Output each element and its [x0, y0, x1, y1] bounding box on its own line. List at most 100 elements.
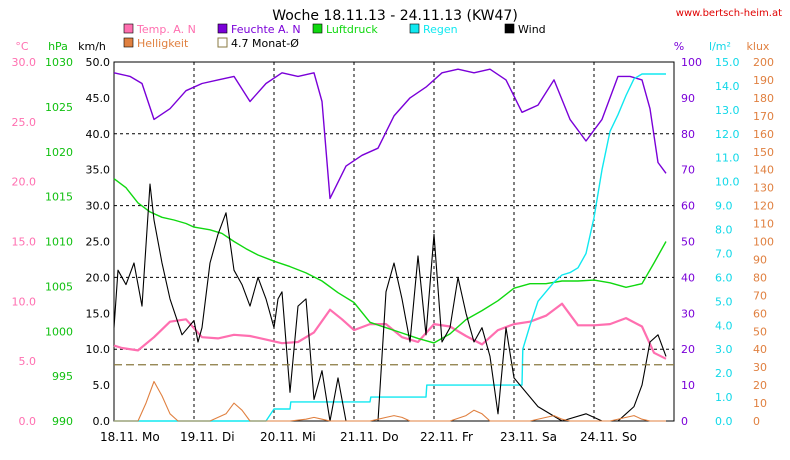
x-axis-labels: 18.11. Mo 19.11. Di 20.11. Mi 21.11. Do 22.1… — [100, 430, 637, 444]
humidity-tick-label: 0 — [681, 415, 688, 428]
wind-tick-label: 35.0 — [86, 164, 111, 177]
wind-tick-label: 0.0 — [93, 415, 111, 428]
x-tick-label: 19.11. Di — [180, 430, 235, 444]
rain-tick-label: 8.0 — [715, 224, 733, 237]
wind-tick-label: 30.0 — [86, 200, 111, 213]
pressure-tick-label: 1010 — [45, 236, 73, 249]
brightness-unit-label: klux — [747, 40, 770, 53]
series-luftdruck — [113, 178, 667, 344]
series-temp-a-n — [113, 302, 667, 360]
temp-tick-label: 0.0 — [19, 415, 37, 428]
x-tick-label: 23.11. Sa — [500, 430, 557, 444]
wind-tick-label: 25.0 — [86, 236, 111, 249]
legend-swatch — [217, 37, 228, 48]
brightness-tick-label: 170 — [753, 110, 774, 123]
humidity-tick-label: 90 — [681, 92, 695, 105]
temp-tick-label: 5.0 — [19, 355, 37, 368]
rain-tick-label: 15.0 — [715, 56, 740, 69]
pressure-tick-label: 1015 — [45, 191, 73, 204]
axis-unit-labels: °C hPa km/h% l/m² klux — [15, 40, 770, 53]
legend-label: Luftdruck — [326, 23, 378, 36]
brightness-tick-label: 90 — [753, 253, 767, 266]
temp-tick-label: 30.0 — [12, 56, 37, 69]
right-axes: 01020304050607080901000.01.02.03.04.05.0… — [681, 56, 774, 428]
brightness-tick-label: 70 — [753, 289, 767, 302]
legend-item-feuchte-a-n: Feuchte A. N — [217, 23, 301, 36]
x-tick-label: 20.11. Mi — [260, 430, 316, 444]
rain-tick-label: 13.0 — [715, 104, 740, 117]
brightness-tick-label: 30 — [753, 361, 767, 374]
plot-area — [113, 61, 675, 422]
brightness-tick-label: 200 — [753, 56, 774, 69]
wind-tick-label: 45.0 — [86, 92, 111, 105]
x-tick-label: 22.11. Fr — [420, 430, 473, 444]
source-url-link[interactable]: www.bertsch-heim.at — [676, 8, 782, 19]
legend-swatch — [123, 37, 134, 48]
legend-swatch — [504, 23, 515, 34]
legend: Temp. A. N Feuchte A. N Luftdruck Regen Wind… — [123, 23, 546, 50]
brightness-tick-label: 0 — [753, 415, 760, 428]
rain-tick-label: 12.0 — [715, 128, 740, 141]
humidity-tick-label: 30 — [681, 307, 695, 320]
legend-item-regen: Regen — [409, 23, 458, 36]
humidity-tick-label: 40 — [681, 271, 695, 284]
legend-label: 4.7 Monat-Ø — [231, 37, 299, 50]
legend-swatch — [409, 23, 420, 34]
brightness-tick-label: 10 — [753, 397, 767, 410]
humidity-unit-label: % — [674, 40, 684, 53]
wind-tick-label: 40.0 — [86, 128, 111, 141]
pressure-tick-label: 1020 — [45, 146, 73, 159]
humidity-tick-label: 10 — [681, 379, 695, 392]
rain-tick-label: 2.0 — [715, 367, 733, 380]
brightness-tick-label: 50 — [753, 325, 767, 338]
legend-item-4-7-monat: 4.7 Monat-Ø — [217, 37, 299, 50]
rain-tick-label: 14.0 — [715, 80, 740, 93]
brightness-tick-label: 20 — [753, 379, 767, 392]
wind-tick-label: 50.0 — [86, 56, 111, 69]
rain-tick-label: 5.0 — [715, 295, 733, 308]
humidity-tick-label: 100 — [681, 56, 702, 69]
wind-tick-label: 5.0 — [93, 379, 111, 392]
legend-label: Helligkeit — [137, 37, 189, 50]
brightness-tick-label: 150 — [753, 146, 774, 159]
x-tick-label: 21.11. Do — [340, 430, 399, 444]
brightness-tick-label: 160 — [753, 128, 774, 141]
rain-tick-label: 9.0 — [715, 200, 733, 213]
rain-tick-label: 10.0 — [715, 176, 740, 189]
rain-tick-label: 7.0 — [715, 247, 733, 260]
legend-item-wind: Wind — [504, 23, 546, 36]
humidity-tick-label: 70 — [681, 164, 695, 177]
pressure-tick-label: 1000 — [45, 325, 73, 338]
rain-tick-label: 1.0 — [715, 391, 733, 404]
wind-tick-label: 20.0 — [86, 271, 111, 284]
legend-item-temp-a-n: Temp. A. N — [123, 23, 196, 36]
legend-label: Feuchte A. N — [231, 23, 301, 36]
series-regen — [114, 73, 666, 422]
brightness-tick-label: 180 — [753, 92, 774, 105]
legend-label: Wind — [518, 23, 546, 36]
humidity-tick-label: 50 — [681, 236, 695, 249]
temp-tick-label: 25.0 — [12, 116, 37, 129]
temp-tick-label: 10.0 — [12, 295, 37, 308]
rain-tick-label: 0.0 — [715, 415, 733, 428]
brightness-tick-label: 80 — [753, 271, 767, 284]
left-axes: 0.0 5.0 10.0 15.0 20.0 25.0 30.0 990 995 1000 1005… — [12, 56, 111, 428]
chart-title: Woche 18.11.13 - 24.11.13 (KW47) — [272, 8, 518, 24]
brightness-tick-label: 140 — [753, 164, 774, 177]
rain-unit-label: l/m² — [709, 40, 731, 53]
series-helligkeit — [114, 380, 666, 422]
brightness-tick-label: 130 — [753, 182, 774, 195]
rain-tick-label: 11.0 — [715, 152, 740, 165]
x-tick-label: 18.11. Mo — [100, 430, 160, 444]
humidity-tick-label: 20 — [681, 343, 695, 356]
brightness-tick-label: 40 — [753, 343, 767, 356]
wind-unit-label: km/h — [78, 40, 106, 53]
wind-tick-label: 10.0 — [86, 343, 111, 356]
pressure-tick-label: 990 — [52, 415, 73, 428]
humidity-tick-label: 80 — [681, 128, 695, 141]
series-lines — [113, 68, 667, 422]
pressure-tick-label: 1005 — [45, 280, 73, 293]
pressure-tick-label: 995 — [52, 370, 73, 383]
legend-swatch — [312, 23, 323, 34]
